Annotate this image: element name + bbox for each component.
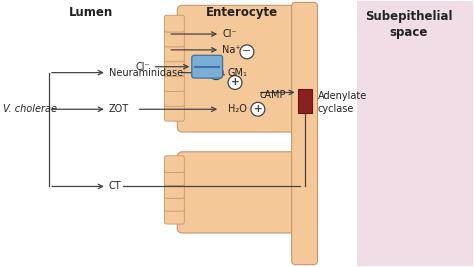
Text: H₂O: H₂O <box>228 104 247 114</box>
Text: Cl⁻: Cl⁻ <box>222 29 237 39</box>
Text: CT: CT <box>109 182 121 191</box>
Circle shape <box>251 102 265 116</box>
Text: −: − <box>242 46 252 56</box>
Text: +: + <box>231 77 239 87</box>
Text: +: + <box>212 67 220 77</box>
Text: cAMP: cAMP <box>260 91 286 100</box>
Text: Subepithelial
space: Subepithelial space <box>365 10 453 39</box>
FancyBboxPatch shape <box>164 74 184 91</box>
FancyBboxPatch shape <box>164 45 184 62</box>
FancyBboxPatch shape <box>164 182 184 198</box>
Text: Na⁺: Na⁺ <box>222 45 241 55</box>
Text: Cl⁻: Cl⁻ <box>136 62 151 72</box>
FancyBboxPatch shape <box>298 89 311 113</box>
Text: Lumen: Lumen <box>69 6 113 19</box>
Text: +: + <box>254 104 262 114</box>
FancyBboxPatch shape <box>164 30 184 47</box>
FancyBboxPatch shape <box>192 55 223 78</box>
FancyBboxPatch shape <box>164 194 184 211</box>
Text: ZOT: ZOT <box>109 104 129 114</box>
FancyBboxPatch shape <box>164 156 184 172</box>
Text: GM₁: GM₁ <box>227 68 247 78</box>
FancyBboxPatch shape <box>164 207 184 224</box>
FancyBboxPatch shape <box>292 2 318 265</box>
Text: V. cholerae: V. cholerae <box>3 104 57 114</box>
Bar <box>357 1 473 266</box>
Text: Enterocyte: Enterocyte <box>206 6 278 19</box>
FancyBboxPatch shape <box>177 152 305 233</box>
Text: Adenylate
cyclase: Adenylate cyclase <box>318 91 367 113</box>
Circle shape <box>209 66 223 80</box>
FancyBboxPatch shape <box>164 104 184 121</box>
FancyBboxPatch shape <box>164 169 184 186</box>
FancyBboxPatch shape <box>164 15 184 32</box>
Text: Neuraminidase: Neuraminidase <box>109 68 183 78</box>
Circle shape <box>240 45 254 59</box>
FancyBboxPatch shape <box>164 60 184 77</box>
FancyBboxPatch shape <box>177 5 305 132</box>
Circle shape <box>228 76 242 89</box>
FancyBboxPatch shape <box>164 89 184 106</box>
